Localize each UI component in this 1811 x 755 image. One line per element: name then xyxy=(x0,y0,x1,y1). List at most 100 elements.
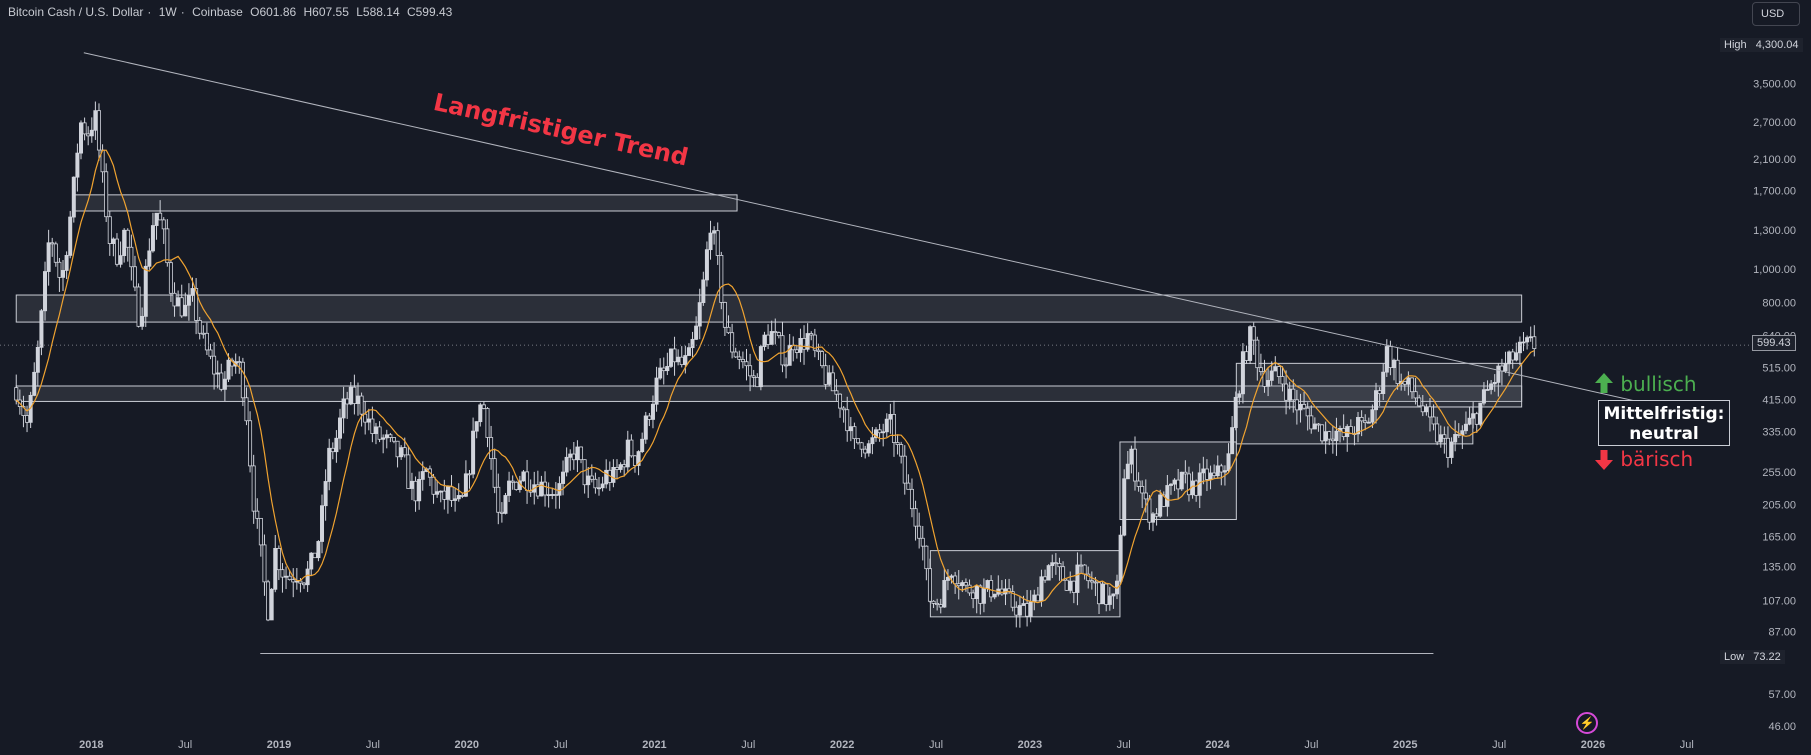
candle-body xyxy=(1276,366,1281,377)
candle-body xyxy=(899,444,904,457)
candle-body xyxy=(122,229,127,257)
candle-body xyxy=(1453,434,1458,443)
candle-body xyxy=(471,430,476,475)
currency-button[interactable]: USD xyxy=(1752,2,1800,26)
candle-body xyxy=(1312,423,1317,430)
candle-body xyxy=(132,266,137,288)
candle-body xyxy=(561,471,566,484)
candle-body xyxy=(1417,397,1422,407)
candle-body xyxy=(1100,583,1105,605)
candle-body xyxy=(352,386,357,404)
candle-body xyxy=(676,356,681,363)
price-tick-label: 415.00 xyxy=(1762,395,1796,407)
candle-body xyxy=(172,292,177,307)
time-tick-label: Jul xyxy=(1117,739,1131,751)
candle-body xyxy=(701,279,706,304)
candle-body xyxy=(302,582,307,586)
candle-body xyxy=(1028,601,1033,617)
candle-body xyxy=(719,255,724,303)
candle-body xyxy=(161,219,166,230)
time-tick-label: Jul xyxy=(741,739,755,751)
candle-body xyxy=(668,348,673,367)
candle-body xyxy=(1478,402,1483,425)
candle-body xyxy=(960,582,965,587)
candle-body xyxy=(830,372,835,392)
candle-body xyxy=(334,437,339,453)
candle-body xyxy=(985,580,990,589)
candle-body xyxy=(809,333,814,336)
candle-body xyxy=(1330,438,1335,442)
candle-body xyxy=(388,434,393,438)
candle-body xyxy=(881,431,886,434)
candle-body xyxy=(1424,406,1429,413)
candle-body xyxy=(57,261,62,278)
symbol-name[interactable]: Bitcoin Cash / U.S. Dollar xyxy=(8,5,144,19)
candle-body xyxy=(294,580,299,583)
candle-body xyxy=(593,478,598,489)
candle-body xyxy=(589,475,594,480)
candle-body xyxy=(672,348,677,363)
candle-body xyxy=(481,404,486,409)
candle-body xyxy=(1377,390,1382,395)
candle-body xyxy=(280,569,285,578)
candle-body xyxy=(611,467,616,483)
price-tick-label: 255.00 xyxy=(1762,467,1796,479)
candle-body xyxy=(46,242,51,272)
candle-body xyxy=(1140,486,1145,494)
candle-body xyxy=(625,439,630,468)
interval[interactable]: 1W xyxy=(158,5,177,19)
lightning-icon[interactable]: ⚡ xyxy=(1576,712,1598,734)
candle-body xyxy=(359,395,364,415)
candle-body xyxy=(373,426,378,434)
candle-body xyxy=(1445,437,1450,458)
time-tick-label: Jul xyxy=(1304,739,1318,751)
candle-body xyxy=(1064,579,1069,591)
candle-body xyxy=(514,481,519,490)
candle-body xyxy=(35,346,40,373)
candle-body xyxy=(251,465,256,512)
candle-body xyxy=(1409,377,1414,393)
candle-body xyxy=(190,288,195,296)
candle-body xyxy=(25,415,30,423)
candle-body xyxy=(769,331,774,345)
candle-body xyxy=(1215,465,1220,477)
bearish-label: bärisch xyxy=(1620,447,1694,471)
candle-body xyxy=(564,456,569,473)
candle-body xyxy=(1438,434,1443,443)
candle-body xyxy=(812,334,817,351)
candle-body xyxy=(1068,580,1073,591)
candle-body xyxy=(384,434,389,439)
candle-body xyxy=(816,349,821,353)
candle-body xyxy=(766,334,771,345)
candle-body xyxy=(823,365,828,385)
candle-body xyxy=(1057,563,1062,568)
candle-body xyxy=(499,511,504,514)
candle-body xyxy=(618,464,623,470)
candle-body xyxy=(1201,468,1206,474)
candle-body xyxy=(931,600,936,604)
price-tick-label: 135.00 xyxy=(1762,561,1796,573)
candle-body xyxy=(658,367,663,379)
candle-body xyxy=(539,481,544,497)
candle-body xyxy=(920,537,925,547)
candle-body xyxy=(114,238,119,265)
candle-body xyxy=(474,421,479,432)
candle-body xyxy=(1294,399,1299,411)
candle-body xyxy=(1471,413,1476,419)
candle-body xyxy=(1320,424,1325,442)
time-tick-label: 2021 xyxy=(642,739,666,751)
candle-body xyxy=(1122,478,1127,536)
trend-line xyxy=(83,52,1697,416)
candle-body xyxy=(1194,480,1199,496)
high-tag: High 4,300.04 xyxy=(1720,38,1803,52)
candle-body xyxy=(53,243,58,263)
candle-body xyxy=(1179,471,1184,490)
candle-body xyxy=(787,344,792,366)
candle-body xyxy=(834,390,839,395)
candle-body xyxy=(93,110,98,131)
time-tick-label: 2022 xyxy=(830,739,854,751)
candle-body xyxy=(945,576,950,581)
candle-body xyxy=(1233,396,1238,428)
